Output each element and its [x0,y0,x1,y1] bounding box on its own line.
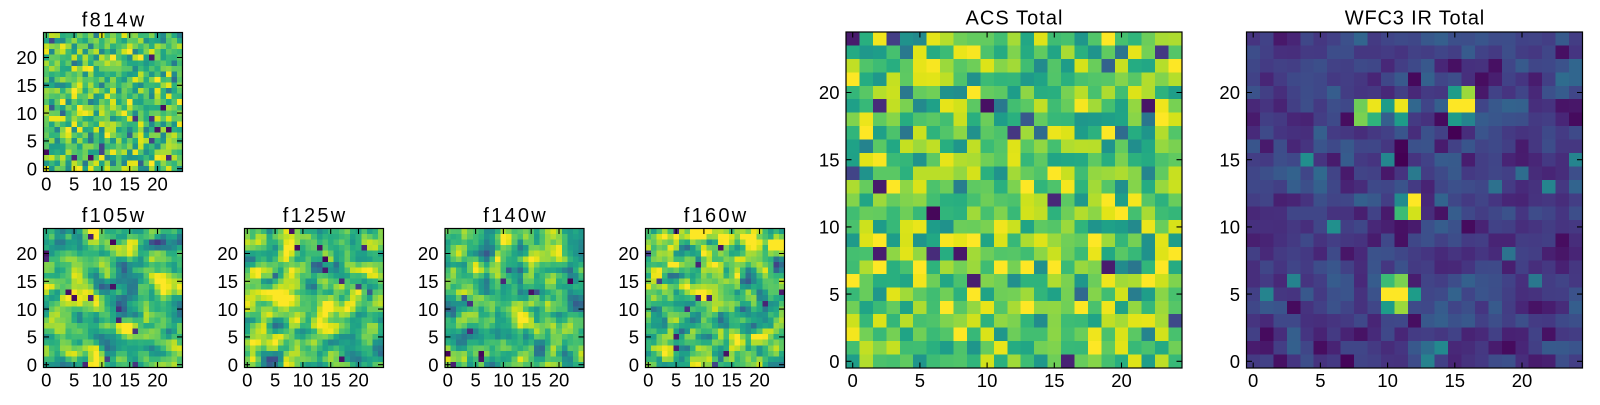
svg-text:5: 5 [69,174,79,195]
svg-text:f105w: f105w [82,205,145,227]
svg-text:15: 15 [217,271,238,292]
svg-text:10: 10 [418,299,439,320]
svg-text:15: 15 [1445,370,1466,391]
svg-text:15: 15 [1044,370,1065,391]
svg-text:15: 15 [320,370,341,391]
svg-text:f160w: f160w [684,205,747,227]
svg-text:20: 20 [1219,82,1240,103]
svg-text:5: 5 [27,327,37,348]
svg-text:10: 10 [92,174,113,195]
svg-text:15: 15 [1219,149,1240,170]
svg-text:ACS Total: ACS Total [966,8,1063,30]
svg-text:20: 20 [1111,370,1132,391]
svg-text:20: 20 [618,243,639,264]
svg-text:5: 5 [629,327,639,348]
svg-text:10: 10 [1219,217,1240,238]
svg-text:15: 15 [16,271,37,292]
svg-text:20: 20 [418,243,439,264]
svg-text:5: 5 [228,327,238,348]
svg-text:5: 5 [470,370,480,391]
svg-text:15: 15 [721,370,742,391]
svg-text:0: 0 [643,370,653,391]
svg-text:5: 5 [829,284,839,305]
svg-text:10: 10 [293,370,314,391]
svg-text:10: 10 [16,103,37,124]
svg-text:5: 5 [915,370,925,391]
svg-text:0: 0 [228,354,238,375]
svg-text:20: 20 [147,370,168,391]
svg-text:0: 0 [443,370,453,391]
svg-text:0: 0 [242,370,252,391]
svg-text:20: 20 [217,243,238,264]
svg-text:10: 10 [819,217,840,238]
svg-text:20: 20 [147,174,168,195]
svg-text:0: 0 [1230,351,1240,372]
svg-text:15: 15 [119,370,140,391]
svg-text:0: 0 [27,354,37,375]
svg-text:f140w: f140w [483,205,546,227]
svg-text:5: 5 [1315,370,1325,391]
svg-text:20: 20 [348,370,369,391]
svg-text:10: 10 [217,299,238,320]
svg-text:10: 10 [92,370,113,391]
svg-text:15: 15 [819,149,840,170]
svg-text:10: 10 [16,299,37,320]
svg-text:15: 15 [119,174,140,195]
svg-text:5: 5 [671,370,681,391]
svg-text:0: 0 [428,354,438,375]
svg-text:20: 20 [16,243,37,264]
svg-text:20: 20 [549,370,570,391]
svg-text:0: 0 [829,351,839,372]
svg-text:5: 5 [69,370,79,391]
svg-text:0: 0 [848,370,858,391]
svg-text:20: 20 [16,47,37,68]
svg-text:0: 0 [41,174,51,195]
svg-text:20: 20 [1512,370,1533,391]
svg-text:0: 0 [27,158,37,179]
svg-text:0: 0 [629,354,639,375]
svg-text:0: 0 [1248,370,1258,391]
svg-text:f125w: f125w [283,205,346,227]
svg-text:20: 20 [749,370,770,391]
svg-text:f814w: f814w [82,10,145,32]
svg-text:10: 10 [618,299,639,320]
svg-text:WFC3 IR Total: WFC3 IR Total [1345,8,1485,30]
svg-text:10: 10 [977,370,998,391]
svg-text:10: 10 [1377,370,1398,391]
svg-text:10: 10 [493,370,514,391]
svg-text:15: 15 [418,271,439,292]
svg-text:15: 15 [16,75,37,96]
svg-text:5: 5 [270,370,280,391]
svg-text:5: 5 [428,327,438,348]
svg-text:0: 0 [41,370,51,391]
svg-text:15: 15 [618,271,639,292]
svg-text:20: 20 [819,82,840,103]
svg-text:15: 15 [521,370,542,391]
svg-text:5: 5 [27,131,37,152]
svg-text:5: 5 [1230,284,1240,305]
svg-text:10: 10 [694,370,715,391]
